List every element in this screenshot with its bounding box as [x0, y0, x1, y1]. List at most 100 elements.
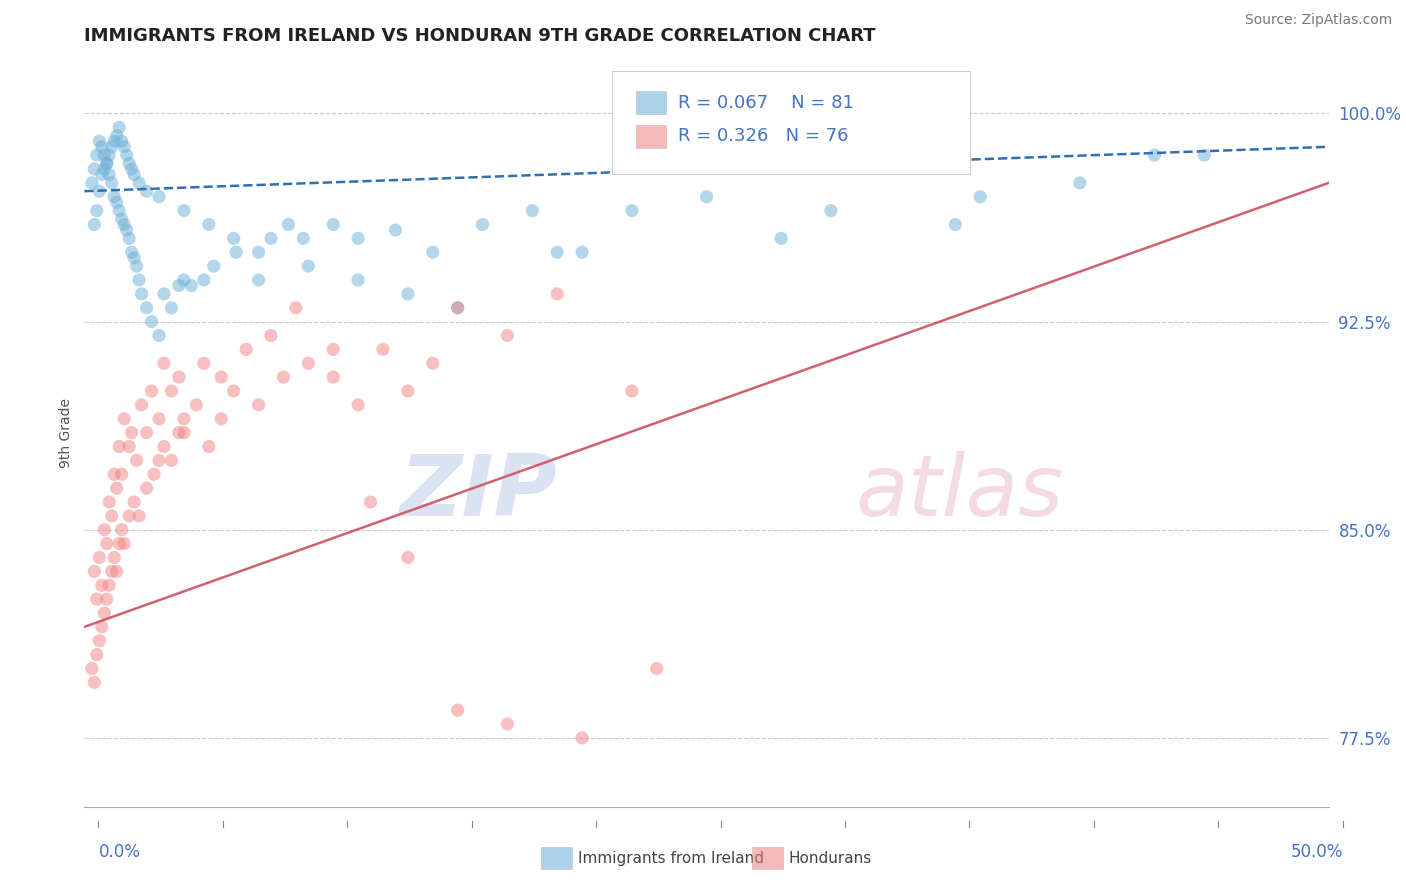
Point [86, 592, 108, 607]
Point [141, 315, 163, 329]
Point [112, 140, 135, 154]
Text: R = 0.326   N = 76: R = 0.326 N = 76 [678, 128, 848, 145]
Point [111, 211, 134, 226]
Point [100, 176, 122, 190]
Point [141, 384, 163, 398]
Point [115, 223, 138, 237]
Point [83, 565, 105, 579]
Point [153, 440, 176, 454]
Point [297, 356, 319, 370]
Point [100, 565, 122, 579]
Point [103, 134, 125, 148]
Point [112, 411, 135, 425]
Point [135, 301, 157, 315]
Point [90, 168, 112, 182]
Point [83, 218, 105, 232]
Point [118, 440, 141, 454]
Point [173, 411, 195, 425]
Point [347, 231, 370, 245]
Point [89, 550, 111, 565]
Point [148, 453, 170, 467]
Point [193, 273, 215, 287]
Point [121, 245, 143, 260]
Point [969, 190, 991, 204]
Point [496, 328, 519, 343]
Point [131, 398, 153, 412]
Point [396, 286, 419, 301]
Point [105, 195, 128, 210]
Point [111, 467, 134, 482]
Point [111, 134, 134, 148]
Point [167, 370, 190, 384]
Point [235, 343, 257, 357]
Point [118, 156, 141, 170]
Point [125, 453, 148, 467]
Point [83, 161, 105, 176]
Point [108, 120, 131, 135]
Point [571, 245, 593, 260]
Point [105, 565, 128, 579]
Point [422, 356, 444, 370]
Point [108, 440, 131, 454]
Point [160, 384, 183, 398]
Point [135, 425, 157, 440]
Point [197, 218, 219, 232]
Point [1192, 148, 1215, 162]
Point [125, 259, 148, 273]
Point [422, 245, 444, 260]
Point [297, 259, 319, 273]
Point [96, 156, 118, 170]
Point [148, 328, 170, 343]
Point [347, 273, 370, 287]
Point [118, 508, 141, 523]
Point [98, 168, 121, 182]
Point [122, 168, 145, 182]
Point [173, 273, 195, 287]
Point [128, 273, 150, 287]
Point [360, 495, 382, 509]
Text: Immigrants from Ireland: Immigrants from Ireland [578, 851, 763, 865]
Point [209, 411, 232, 425]
Point [273, 370, 295, 384]
Point [135, 184, 157, 198]
Point [247, 398, 270, 412]
Point [167, 278, 190, 293]
Point [645, 661, 668, 675]
Point [118, 231, 141, 245]
Point [122, 495, 145, 509]
Text: Hondurans: Hondurans [789, 851, 872, 865]
Point [347, 398, 370, 412]
Text: Source: ZipAtlas.com: Source: ZipAtlas.com [1244, 13, 1392, 28]
Point [447, 703, 470, 717]
Point [80, 176, 103, 190]
Point [83, 675, 105, 690]
Point [820, 203, 842, 218]
Point [103, 190, 125, 204]
Point [522, 203, 544, 218]
Point [471, 218, 494, 232]
Point [89, 134, 111, 148]
Point [112, 218, 135, 232]
Point [945, 218, 967, 232]
Point [103, 467, 125, 482]
Point [128, 176, 150, 190]
Point [148, 411, 170, 425]
Point [112, 536, 135, 550]
Point [209, 370, 232, 384]
Point [247, 245, 270, 260]
Point [696, 190, 718, 204]
Point [620, 384, 643, 398]
Point [284, 301, 307, 315]
Point [260, 328, 283, 343]
Point [86, 203, 108, 218]
Point [143, 467, 166, 482]
Point [122, 251, 145, 265]
Point [98, 148, 121, 162]
Point [322, 343, 344, 357]
Point [93, 161, 115, 176]
Point [186, 398, 208, 412]
Point [121, 161, 143, 176]
Point [96, 156, 118, 170]
Point [89, 633, 111, 648]
Text: R = 0.067    N = 81: R = 0.067 N = 81 [678, 94, 853, 112]
